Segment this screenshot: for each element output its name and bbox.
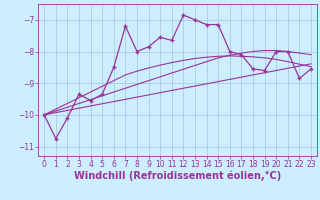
X-axis label: Windchill (Refroidissement éolien,°C): Windchill (Refroidissement éolien,°C) — [74, 171, 281, 181]
